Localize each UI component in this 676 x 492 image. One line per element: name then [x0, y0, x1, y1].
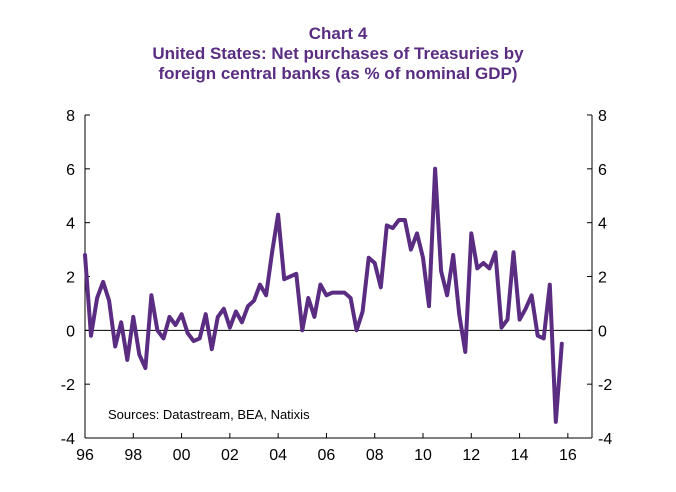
y-tick-label-left: 0: [66, 323, 75, 340]
chart-subtitle-line-2: foreign central banks (as % of nominal G…: [158, 64, 518, 83]
y-tick-label-left: -2: [61, 377, 75, 394]
y-axis-right-ticks: 8 6 4 2 0 -2 -4: [587, 108, 612, 448]
chart-title: Chart 4: [308, 24, 368, 43]
y-tick-label-right: 8: [598, 108, 607, 125]
x-axis-ticks: 96 98 00 02 04 06 08 10 12 14 16: [76, 433, 577, 464]
y-axis-left-ticks: 8 6 4 2 0 -2 -4: [61, 108, 90, 448]
series-line: [83, 166, 564, 424]
y-tick-label-left: 8: [66, 108, 75, 125]
y-tick-label-right: -4: [598, 431, 612, 448]
x-tick-label: 04: [269, 447, 287, 464]
x-tick-label: 14: [511, 447, 529, 464]
y-tick-label-left: -4: [61, 431, 75, 448]
x-tick-label: 12: [462, 447, 480, 464]
y-tick-label-right: -2: [598, 377, 612, 394]
x-tick-label: 02: [221, 447, 239, 464]
y-tick-label-right: 0: [598, 323, 607, 340]
y-tick-label-left: 6: [66, 162, 75, 179]
source-note: Sources: Datastream, BEA, Natixis: [108, 407, 310, 422]
x-tick-label: 98: [124, 447, 142, 464]
y-tick-label-right: 2: [598, 270, 607, 287]
x-tick-label: 16: [559, 447, 577, 464]
y-tick-label-right: 4: [598, 216, 607, 233]
x-tick-label: 06: [318, 447, 336, 464]
y-tick-label-right: 6: [598, 162, 607, 179]
y-tick-label-left: 2: [66, 270, 75, 287]
y-tick-label-left: 4: [66, 216, 75, 233]
x-tick-label: 10: [414, 447, 432, 464]
x-tick-label: 96: [76, 447, 94, 464]
series-group: [83, 166, 564, 424]
x-tick-label: 00: [173, 447, 191, 464]
chart-subtitle-line-1: United States: Net purchases of Treasuri…: [152, 44, 524, 63]
x-tick-label: 08: [366, 447, 384, 464]
